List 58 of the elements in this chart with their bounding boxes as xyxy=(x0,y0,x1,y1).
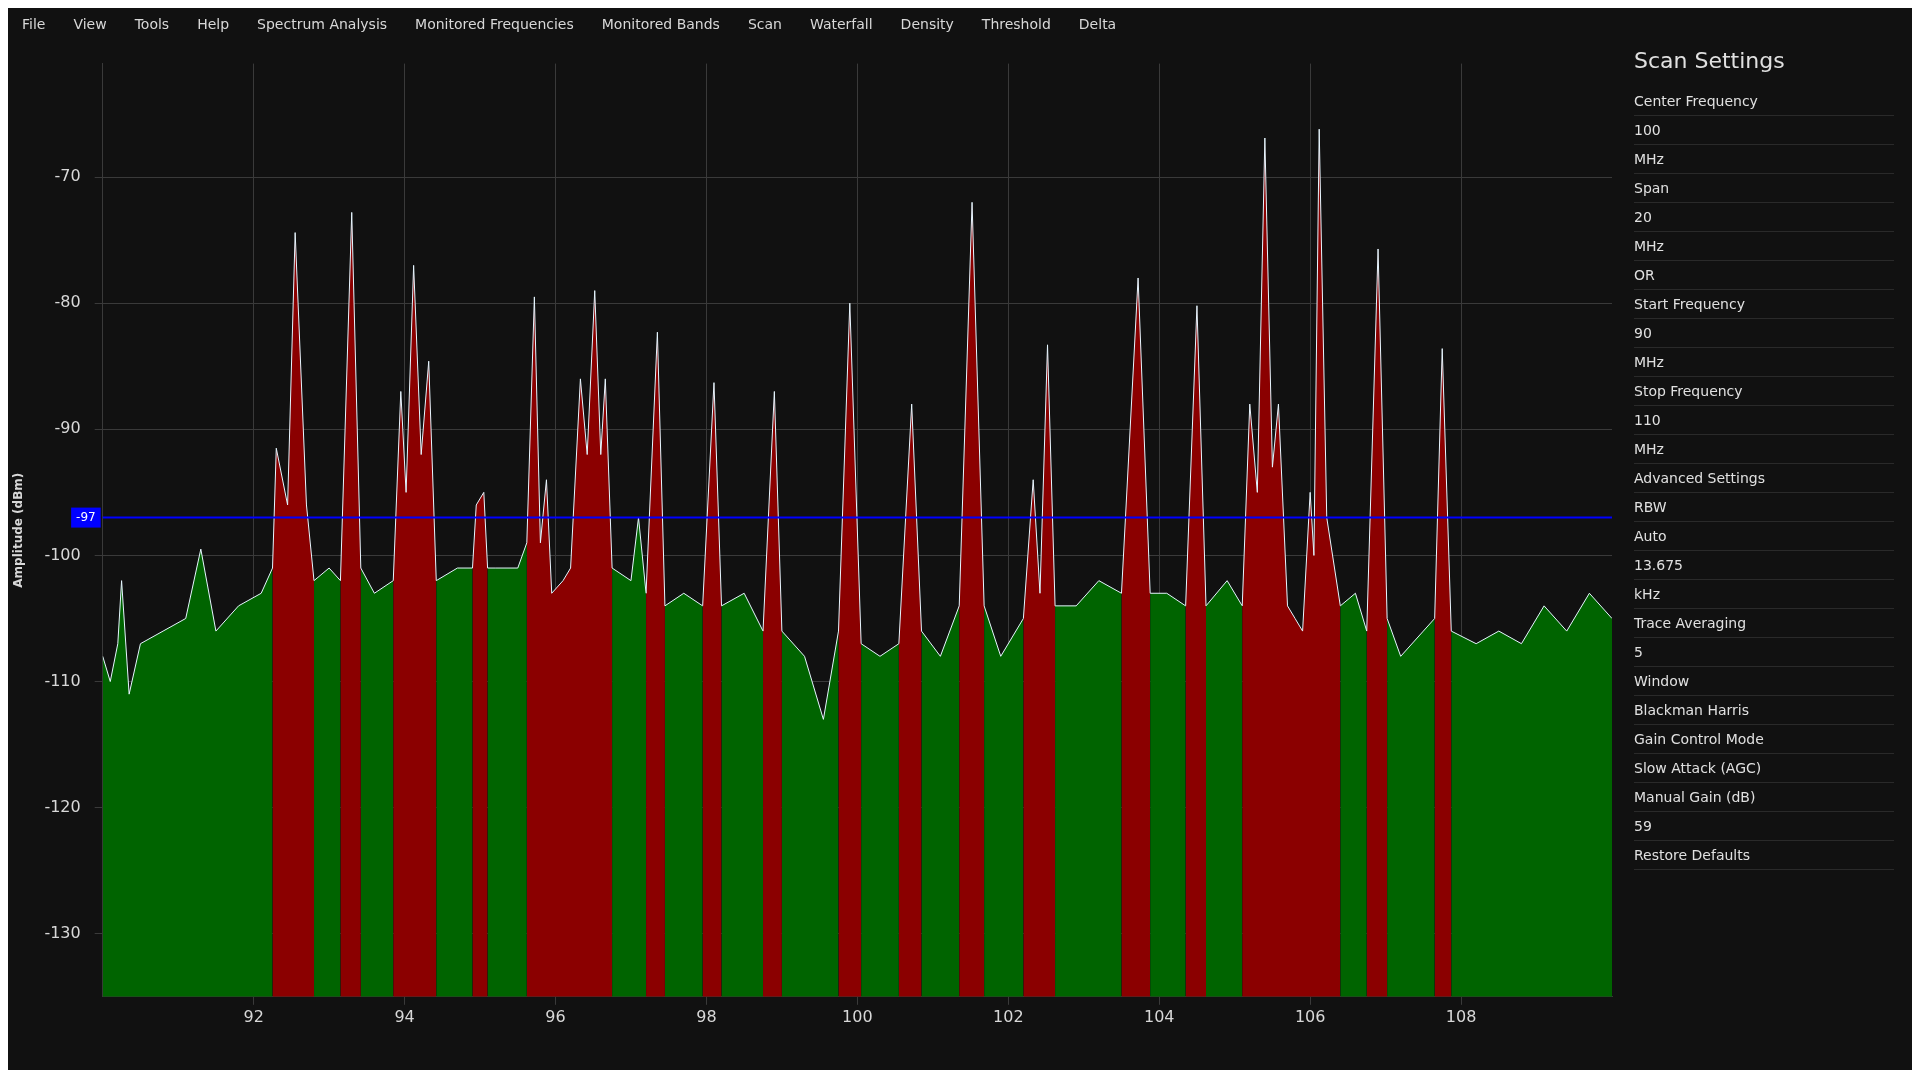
text: Scan Settings xyxy=(1634,48,1786,73)
x-tick-label: 100 xyxy=(842,1006,873,1026)
x-tick-label: 94 xyxy=(394,1006,415,1026)
text: Trace Averaging xyxy=(1634,609,1894,638)
text: Scan xyxy=(747,16,782,32)
text: 100 xyxy=(1634,116,1894,145)
text: Window xyxy=(1634,667,1894,696)
x-tick-label: 104 xyxy=(1143,1006,1175,1026)
text: Gain Control Mode xyxy=(1634,725,1894,754)
x-tick-label: 108 xyxy=(1445,1006,1477,1026)
y-tick-label: -130 xyxy=(44,922,81,942)
text: Spectrum Analysis xyxy=(257,16,388,32)
text: Manual Gain (dB) xyxy=(1634,783,1894,812)
text: Center Frequency xyxy=(1634,87,1894,116)
y-tick-label: -80 xyxy=(54,292,81,312)
text: Start Frequency xyxy=(1634,290,1894,319)
text: Tools xyxy=(134,16,170,32)
x-tick-label: 92 xyxy=(243,1006,264,1026)
y-tick-label: -70 xyxy=(54,166,81,186)
text: Threshold xyxy=(981,16,1051,32)
text: MHz xyxy=(1634,348,1894,377)
text: RBW xyxy=(1634,493,1894,522)
x-tick-label: 102 xyxy=(993,1006,1024,1026)
text: Waterfall xyxy=(809,16,873,32)
y-tick-label: -90 xyxy=(54,418,81,438)
ref-line-label: -97 xyxy=(76,509,96,524)
text: 20 xyxy=(1634,203,1894,232)
text: Restore Defaults xyxy=(1634,841,1894,870)
text: MHz xyxy=(1634,232,1894,261)
text: 90 xyxy=(1634,319,1894,348)
y-axis-title: Amplitude (dBm) xyxy=(11,472,26,588)
y-tick-label: -120 xyxy=(44,796,81,816)
text: MHz xyxy=(1634,145,1894,174)
text: 59 xyxy=(1634,812,1894,841)
x-tick-label: 106 xyxy=(1294,1006,1326,1026)
text: Span xyxy=(1634,174,1894,203)
x-tick-label: 98 xyxy=(696,1006,717,1026)
y-tick-label: -110 xyxy=(44,670,81,690)
text: Slow Attack (AGC) xyxy=(1634,754,1894,783)
text: 13.675 xyxy=(1634,551,1894,580)
text: Stop Frequency xyxy=(1634,377,1894,406)
y-tick-label: -100 xyxy=(44,544,81,564)
text: OR xyxy=(1634,261,1894,290)
text: Delta xyxy=(1078,16,1117,32)
text: File xyxy=(22,16,46,32)
text: Monitored Bands xyxy=(601,16,720,32)
text: 5 xyxy=(1634,638,1894,667)
text: Blackman Harris xyxy=(1634,696,1894,725)
text: Advanced Settings xyxy=(1634,464,1894,493)
x-tick-label: 96 xyxy=(545,1006,566,1026)
text: Help xyxy=(197,16,230,32)
text: MHz xyxy=(1634,435,1894,464)
text: Monitored Frequencies xyxy=(415,16,574,32)
text: Auto xyxy=(1634,522,1894,551)
text: 110 xyxy=(1634,406,1894,435)
text: View xyxy=(73,16,107,32)
text: kHz xyxy=(1634,580,1894,609)
text: Density xyxy=(900,16,954,32)
